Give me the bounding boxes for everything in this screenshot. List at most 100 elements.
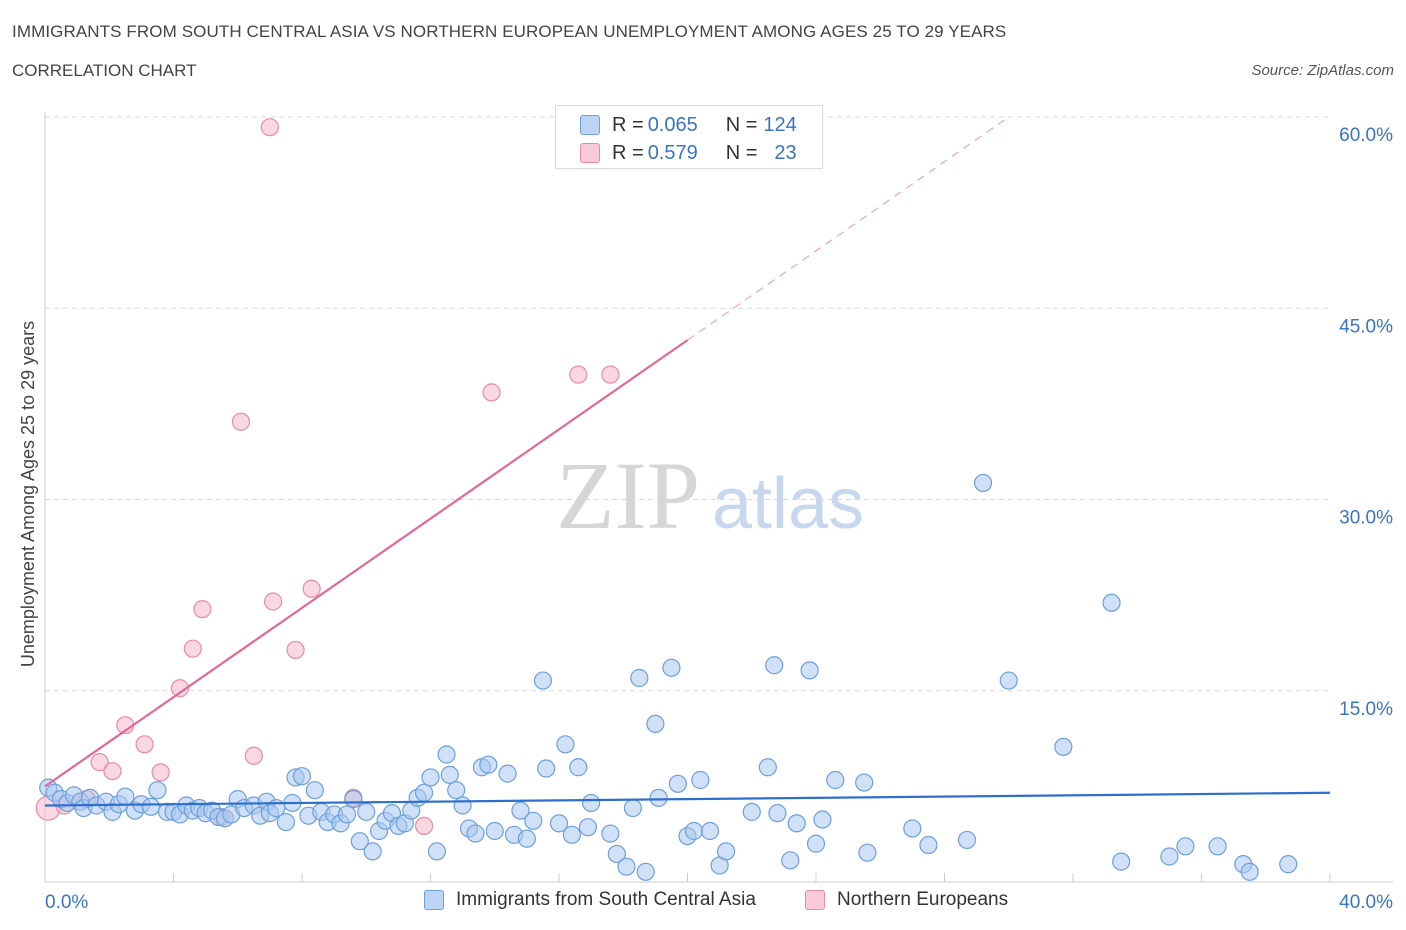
legend-row-pink: R = 0.579 N = 23: [580, 141, 797, 165]
series-northern-europeans: [35, 118, 620, 836]
y-tick-label: 30.0%: [1339, 508, 1393, 529]
trend-line-extension: [687, 116, 1010, 341]
data-point-south-central-asia: [999, 671, 1018, 690]
data-point-south-central-asia: [276, 812, 296, 832]
data-point-south-central-asia: [414, 783, 434, 802]
grid-layer: [45, 116, 1330, 692]
data-point-south-central-asia: [855, 773, 874, 792]
watermark-atlas: atlas: [712, 464, 864, 544]
legend-r-value: 0.065: [647, 113, 698, 136]
data-point-south-central-asia: [466, 824, 485, 843]
data-point-south-central-asia: [1176, 837, 1195, 856]
data-point-northern-europeans: [260, 118, 279, 137]
data-point-south-central-asia: [1102, 593, 1121, 612]
chart-subtitle: CORRELATION CHART: [12, 61, 197, 80]
data-point-south-central-asia: [662, 658, 681, 677]
data-point-south-central-asia: [344, 790, 363, 809]
data-point-south-central-asia: [742, 802, 761, 821]
stats-legend: R = 0.065 N = 124 R = 0.579 N = 23: [555, 105, 823, 169]
legend-r-label: R =: [612, 113, 644, 136]
data-point-south-central-asia: [1279, 855, 1298, 874]
data-point-northern-europeans: [170, 679, 190, 698]
data-point-south-central-asia: [630, 668, 649, 688]
watermark-zip: ZIP: [556, 442, 700, 549]
data-point-south-central-asia: [716, 842, 736, 861]
data-point-northern-europeans: [90, 753, 109, 772]
data-point-south-central-asia: [350, 832, 369, 851]
legend-item-northern-europeans[interactable]: Northern Europeans: [805, 889, 1008, 911]
data-point-northern-europeans: [302, 579, 321, 598]
legend-n-label: N =: [725, 141, 758, 164]
data-point-south-central-asia: [903, 819, 922, 838]
data-point-south-central-asia: [1112, 852, 1131, 871]
data-point-northern-europeans: [482, 383, 501, 402]
data-point-south-central-asia: [758, 758, 777, 777]
data-point-south-central-asia: [148, 781, 167, 800]
data-point-south-central-asia: [858, 843, 877, 862]
data-point-south-central-asia: [447, 781, 466, 800]
data-point-south-central-asia: [826, 770, 845, 790]
x-tick-label: 40.0%: [1339, 892, 1393, 913]
data-point-south-central-asia: [582, 793, 601, 813]
data-point-south-central-asia: [691, 770, 710, 790]
data-point-south-central-asia: [636, 862, 655, 881]
data-point-south-central-asia: [646, 714, 665, 734]
data-point-south-central-asia: [549, 814, 569, 833]
data-point-south-central-asia: [668, 774, 687, 793]
data-point-south-central-asia: [623, 798, 642, 818]
legend-n-value: 124: [763, 113, 797, 136]
chart-title: IMMIGRANTS FROM SOUTH CENTRAL ASIA VS NO…: [12, 22, 1007, 41]
data-point-south-central-asia: [781, 851, 800, 870]
legend-row-blue: R = 0.065 N = 124: [580, 113, 797, 137]
series-legend: Immigrants from South Central Asia North…: [0, 889, 1406, 915]
legend-n-label: N =: [725, 113, 758, 136]
data-point-south-central-asia: [427, 842, 447, 861]
data-point-south-central-asia: [787, 814, 806, 833]
data-point-south-central-asia: [479, 755, 498, 774]
x-tick-label: 0.0%: [45, 892, 88, 913]
data-point-south-central-asia: [421, 768, 440, 787]
data-point-south-central-asia: [537, 759, 556, 778]
data-point-northern-europeans: [414, 816, 434, 836]
data-point-south-central-asia: [578, 818, 598, 837]
data-point-south-central-asia: [357, 802, 376, 821]
legend-item-south-central-asia[interactable]: Immigrants from South Central Asia: [424, 889, 756, 911]
data-point-south-central-asia: [957, 830, 977, 850]
data-point-south-central-asia: [607, 844, 626, 864]
data-point-south-central-asia: [498, 764, 517, 783]
data-point-south-central-asia: [684, 821, 704, 841]
data-point-south-central-asia: [141, 797, 161, 816]
data-point-south-central-asia: [292, 767, 312, 786]
pink-swatch: [805, 890, 825, 910]
pink-swatch: [580, 143, 600, 163]
series-south-central-asia: [39, 473, 1298, 881]
data-point-northern-europeans: [135, 735, 154, 754]
data-point-south-central-asia: [601, 824, 620, 843]
data-point-south-central-asia: [517, 829, 536, 848]
legend-n-value: 23: [774, 141, 797, 164]
data-point-northern-europeans: [151, 763, 170, 782]
data-point-south-central-asia: [1054, 737, 1073, 756]
data-point-northern-europeans: [193, 600, 212, 619]
data-point-south-central-asia: [1160, 847, 1179, 866]
data-point-south-central-asia: [1208, 837, 1227, 856]
source-credit: Source: ZipAtlas.com: [1251, 62, 1394, 79]
y-axis-label: Unemployment Among Ages 25 to 29 years: [18, 321, 38, 667]
data-point-south-central-asia: [337, 805, 357, 824]
tick-labels: 15.0% 30.0% 45.0% 60.0% 0.0% 40.0%: [45, 125, 1393, 913]
data-point-south-central-asia: [800, 661, 819, 680]
trend-line-south-central-asia: [44, 791, 1331, 807]
data-point-south-central-asia: [556, 735, 575, 754]
legend-r-value: 0.579: [647, 141, 698, 164]
watermark: ZIP atlas: [556, 442, 864, 549]
data-point-northern-europeans: [601, 365, 620, 384]
data-point-northern-europeans: [569, 365, 588, 384]
legend-series-name: Immigrants from South Central Asia: [456, 889, 756, 910]
data-point-south-central-asia: [768, 804, 787, 823]
trend-line-northern-europeans: [44, 339, 689, 788]
data-point-south-central-asia: [919, 835, 938, 855]
data-point-south-central-asia: [453, 796, 472, 815]
y-tick-label: 60.0%: [1339, 125, 1393, 146]
data-point-south-central-asia: [806, 834, 826, 853]
